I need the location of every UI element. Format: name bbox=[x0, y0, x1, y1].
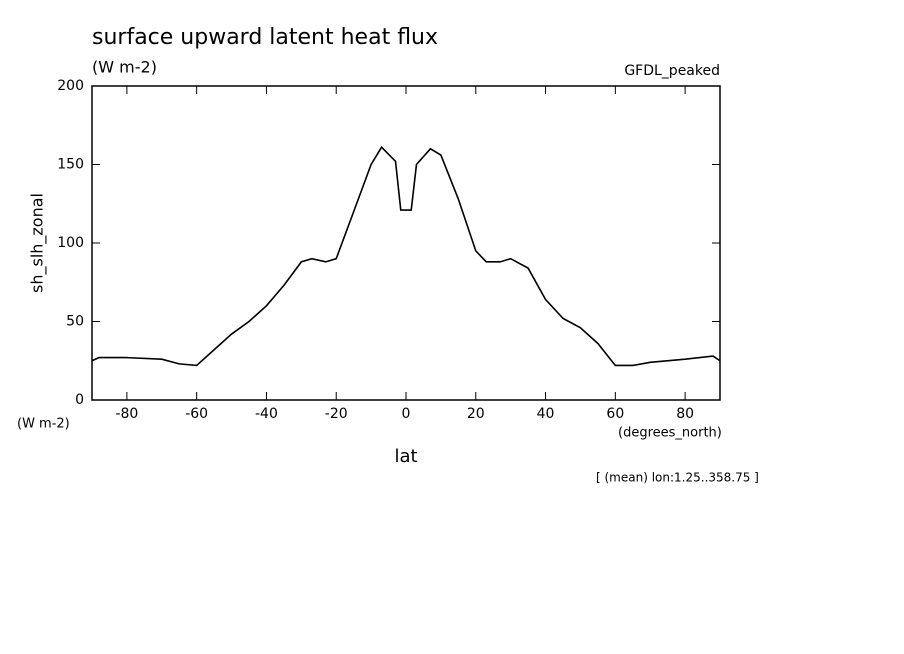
chart-title: surface upward latent heat flux bbox=[92, 25, 438, 50]
y-tick-label: 150 bbox=[57, 157, 84, 173]
y-tick-label: 0 bbox=[75, 392, 84, 408]
data-line bbox=[91, 145, 721, 367]
x-tick-label: 0 bbox=[402, 406, 411, 422]
y-axis-label: sh_slh_zonal bbox=[28, 193, 48, 293]
annotation: [ (mean) lon:1.25..358.75 ] bbox=[596, 471, 759, 485]
x-axis-label: lat bbox=[394, 446, 417, 467]
x-tick-label: 60 bbox=[606, 406, 624, 422]
y-axis-units: (W m-2) bbox=[17, 417, 70, 432]
y-tick-label: 50 bbox=[66, 314, 84, 330]
x-tick-label: 40 bbox=[537, 406, 555, 422]
x-axis-units: (degrees_north) bbox=[618, 426, 722, 441]
chart-subtitle: (W m-2) bbox=[92, 58, 157, 77]
x-tick-label: -40 bbox=[255, 406, 278, 422]
x-tick-label: -80 bbox=[115, 406, 138, 422]
plot-frame bbox=[91, 85, 721, 401]
x-tick-label: 20 bbox=[467, 406, 485, 422]
dataset-label: GFDL_peaked bbox=[624, 63, 720, 79]
y-tick-label: 200 bbox=[57, 78, 84, 94]
y-tick-label: 100 bbox=[57, 235, 84, 251]
x-tick-label: 80 bbox=[676, 406, 694, 422]
x-tick-label: -20 bbox=[325, 406, 348, 422]
x-tick-label: -60 bbox=[185, 406, 208, 422]
